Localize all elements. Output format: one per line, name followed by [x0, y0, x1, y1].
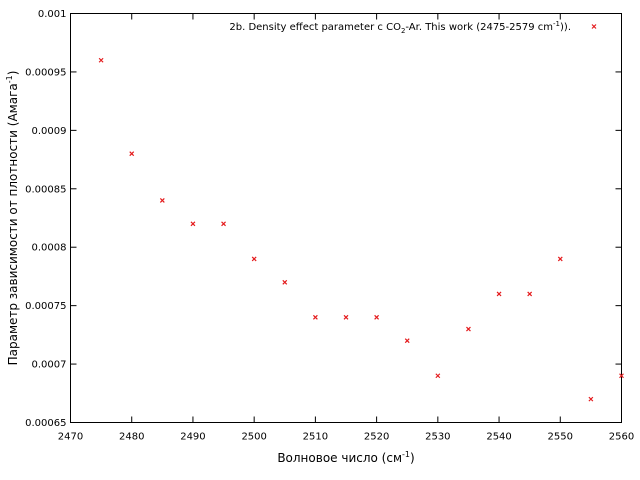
x-tick-label: 2480 — [119, 432, 144, 443]
data-point — [98, 57, 104, 63]
y-tick-label: 0.00085 — [25, 184, 66, 195]
data-series — [98, 57, 624, 402]
data-point — [588, 396, 594, 402]
y-axis-title: Параметр зависимости от плотности (Амага… — [5, 71, 20, 366]
legend-label: 2b. Density effect parameter c CO2-Ar. T… — [229, 20, 571, 35]
data-point — [466, 326, 471, 332]
data-point — [527, 291, 533, 297]
y-tick-label: 0.0008 — [32, 243, 67, 254]
x-tick-label: 2520 — [364, 432, 389, 443]
x-tick-label: 2560 — [609, 432, 634, 443]
data-point — [312, 314, 318, 320]
legend: 2b. Density effect parameter c CO2-Ar. T… — [229, 20, 597, 35]
y-tick-label: 0.0007 — [32, 360, 67, 371]
x-tick-label: 2500 — [241, 432, 266, 443]
x-tick-label: 2490 — [180, 432, 205, 443]
legend-marker — [591, 24, 597, 29]
x-tick-label: 2530 — [425, 432, 450, 443]
data-point — [343, 314, 349, 320]
x-axis-title: Волновое число (см-1) — [277, 450, 414, 465]
y-axis: 0.00065 0.0007 0.00075 0.0008 0.00085 0.0009 0… — [25, 9, 622, 429]
plot-frame — [70, 13, 622, 423]
x-tick-label: 2470 — [58, 432, 83, 443]
data-point — [251, 256, 257, 262]
x-tick-label: 2550 — [548, 432, 573, 443]
data-point — [190, 221, 196, 227]
x-axis: 2470 2480 2490 2500 2510 2520 2530 2540 2550 2560 — [58, 13, 634, 443]
data-point — [129, 151, 135, 157]
legend-marker-cross — [591, 24, 597, 29]
data-point — [557, 256, 563, 262]
data-point — [282, 279, 288, 285]
data-point — [496, 291, 502, 297]
y-tick-label: 0.001 — [38, 9, 67, 20]
x-tick-label: 2540 — [486, 432, 511, 443]
data-point — [221, 221, 226, 227]
y-tick-label: 0.0009 — [32, 126, 67, 137]
y-tick-label: 0.00095 — [25, 67, 66, 78]
data-point — [404, 338, 410, 344]
data-point — [435, 373, 441, 379]
data-point — [159, 198, 165, 203]
y-tick-label: 0.00075 — [25, 301, 66, 312]
data-point — [619, 373, 624, 379]
data-point — [374, 314, 380, 320]
x-tick-label: 2510 — [303, 432, 328, 443]
y-tick-label: 0.00065 — [25, 418, 66, 429]
